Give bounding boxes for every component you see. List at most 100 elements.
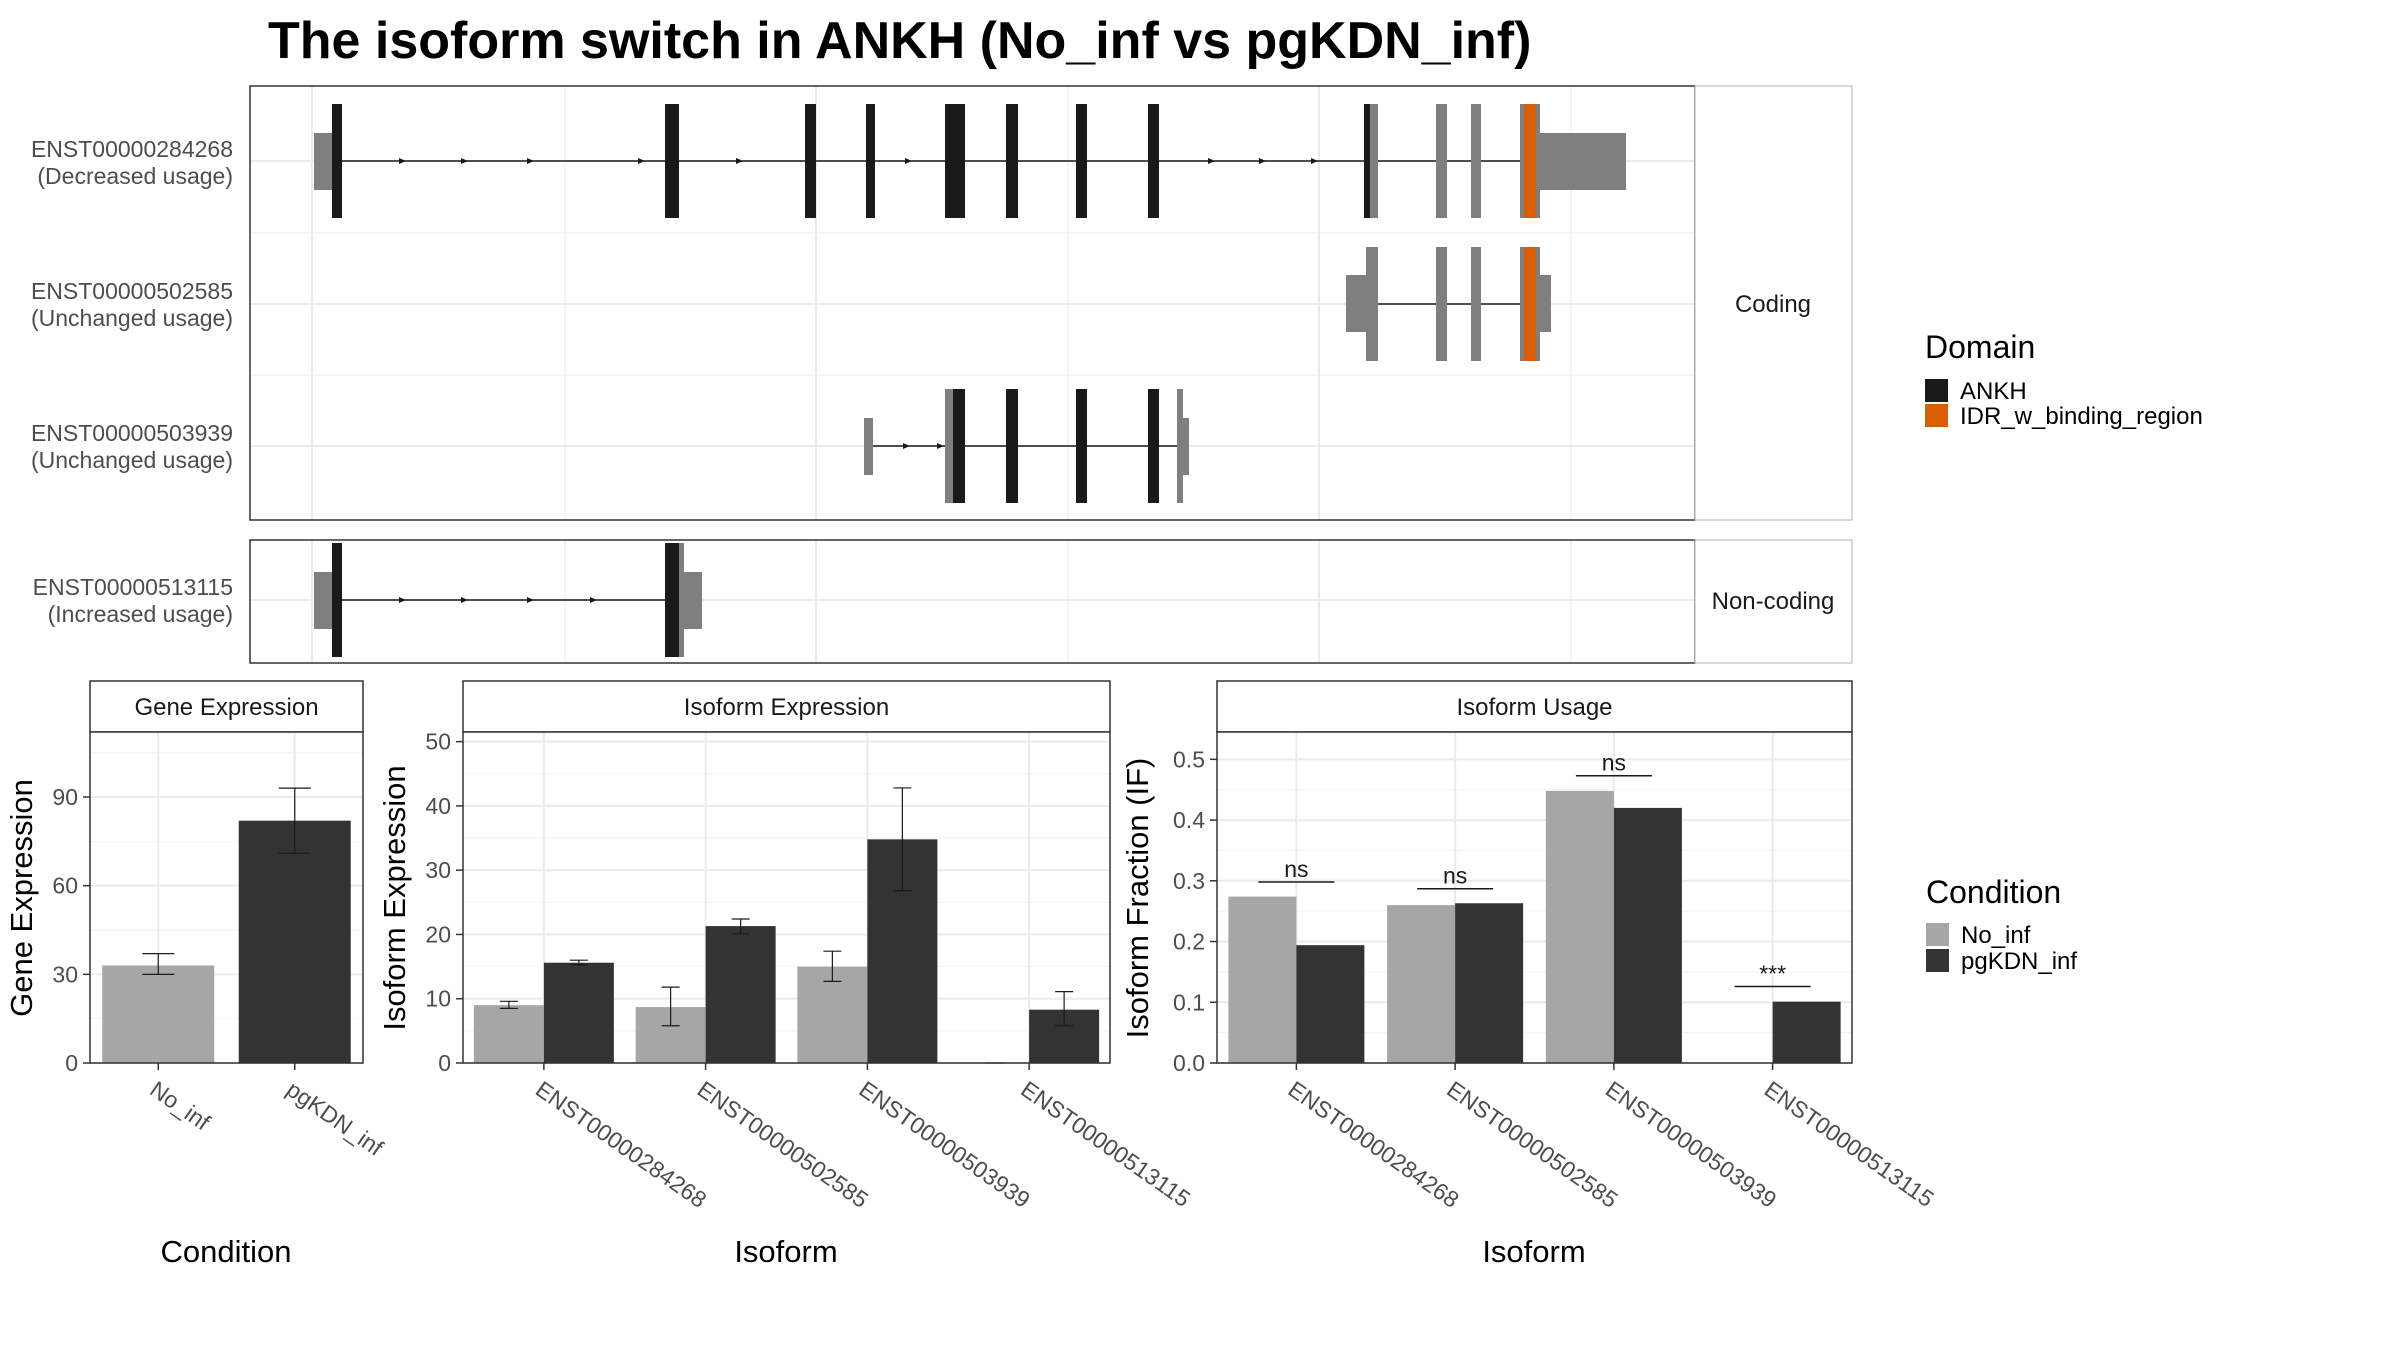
ankh-domain-exon: [665, 104, 679, 218]
isoform-id-label: ENST00000502585: [31, 278, 233, 304]
isoform-usage-label: (Decreased usage): [37, 163, 233, 189]
utr-exon: [1471, 247, 1481, 361]
intron-direction-arrows: [399, 158, 1318, 164]
y-tick-label: 40: [425, 793, 451, 819]
isoform-track-enst00000502585: [1346, 247, 1551, 361]
y-axis-title: Isoform Fraction (IF): [1120, 758, 1155, 1039]
utr-exon: [679, 543, 684, 657]
structure-coding-panel: [249, 85, 1696, 521]
isoform-usage-label: (Unchanged usage): [31, 305, 233, 331]
y-tick-label: 60: [52, 873, 78, 899]
panel-strip: [89, 680, 364, 733]
bar-no_inf: [1387, 905, 1456, 1063]
x-tick-label: ENST00000503939: [1601, 1076, 1781, 1213]
intron-direction-arrows: [903, 443, 944, 449]
bar-no_inf: [797, 966, 868, 1063]
condition-legend-label: No_inf: [1961, 922, 2031, 949]
utr-exon: [1436, 247, 1447, 361]
x-tick-label: No_inf: [145, 1076, 215, 1136]
panel-strip: [462, 680, 1111, 733]
figure-title: The isoform switch in ANKH (No_inf vs pg…: [268, 12, 1531, 70]
x-tick-label: ENST00000513115: [1760, 1076, 1939, 1212]
isoform-row-labels: ENST00000284268 (Decreased usage) ENST00…: [31, 136, 233, 627]
domain-legend-title: Domain: [1925, 329, 2035, 365]
isoform-track-enst00000503939: [864, 389, 1189, 503]
x-tick-label: ENST00000513115: [1016, 1076, 1195, 1212]
gene-expression-chart: Gene Expression 0 30 60 90 No_inf pgKDN_inf Con…: [4, 680, 389, 1269]
facet-strip-noncoding: Non-coding: [1694, 539, 1853, 664]
ankh-domain-exon: [332, 104, 342, 218]
x-axis-title: Isoform: [734, 1234, 837, 1269]
utr-exon: [1536, 104, 1540, 218]
utr-exon: [684, 572, 702, 629]
utr-exon: [1536, 247, 1540, 361]
y-axis-title: Isoform Expression: [377, 765, 412, 1030]
svg-text:Coding: Coding: [1735, 291, 1811, 318]
ankh-domain-exon: [866, 104, 875, 218]
significance-label: ns: [1443, 863, 1467, 889]
domain-legend-swatch-idr: [1925, 404, 1948, 427]
bar-pgkdn_inf: [1613, 807, 1682, 1063]
utr-exon: [1177, 389, 1183, 503]
x-tick-label: ENST00000503939: [855, 1076, 1035, 1213]
isoform-track-enst00000284268: [314, 104, 1626, 218]
condition-legend-swatch-pgkdn-inf: [1926, 949, 1949, 972]
utr-exon: [1346, 275, 1366, 332]
y-tick-label: 0.0: [1173, 1050, 1205, 1076]
y-tick-label: 50: [425, 729, 451, 755]
y-tick-label: 10: [425, 986, 451, 1012]
condition-legend-swatch-no-inf: [1926, 923, 1949, 946]
structure-noncoding-panel: [249, 539, 1696, 664]
bar-no_inf: [1545, 790, 1614, 1063]
y-tick-label: 30: [425, 857, 451, 883]
utr-exon: [1540, 133, 1626, 190]
ankh-domain-exon: [665, 543, 679, 657]
ankh-domain-exon: [945, 104, 965, 218]
utr-exon: [314, 572, 332, 629]
bar-pgkdn_inf: [705, 926, 776, 1063]
idr-domain-exon: [1524, 247, 1536, 361]
x-axis-title: Isoform: [1482, 1234, 1585, 1269]
domain-legend-label: ANKH: [1960, 378, 2027, 405]
ankh-domain-exon: [1364, 104, 1370, 218]
utr-exon: [945, 389, 953, 503]
ankh-domain-exon: [1076, 389, 1087, 503]
domain-legend: Domain ANKH IDR_w_binding_region: [1925, 329, 2203, 430]
condition-legend-title: Condition: [1926, 874, 2061, 910]
ankh-domain-exon: [805, 104, 816, 218]
bar-pgkdn_inf: [238, 820, 351, 1063]
bar-pgkdn_inf: [543, 962, 614, 1063]
facet-strip-coding: Coding: [1694, 85, 1853, 521]
utr-exon: [1520, 104, 1524, 218]
ankh-domain-exon: [1148, 389, 1159, 503]
svg-text:Non-coding: Non-coding: [1712, 588, 1835, 615]
utr-exon: [1520, 247, 1524, 361]
x-tick-label: pgKDN_inf: [282, 1076, 389, 1161]
isoform-usage-label: (Increased usage): [48, 601, 233, 627]
panel-strip-title: Isoform Usage: [1456, 694, 1612, 721]
y-tick-label: 0.1: [1173, 989, 1205, 1015]
bar-no_inf: [473, 1005, 544, 1063]
ankh-domain-exon: [953, 389, 965, 503]
x-tick-label: ENST00000284268: [1284, 1076, 1464, 1213]
panel-border: [1216, 731, 1853, 1064]
utr-exon: [1436, 104, 1447, 218]
y-tick-label: 0.2: [1173, 929, 1205, 955]
domain-legend-label: IDR_w_binding_region: [1960, 403, 2203, 430]
ankh-domain-exon: [1006, 104, 1018, 218]
utr-exon: [1370, 104, 1378, 218]
x-axis-title: Condition: [161, 1234, 292, 1269]
bar-no_inf: [1228, 896, 1297, 1063]
panel-strip-title: Isoform Expression: [684, 694, 889, 721]
significance-label: ***: [1759, 960, 1786, 986]
panel-border: [462, 731, 1111, 1064]
ankh-domain-exon: [1148, 104, 1159, 218]
panel-strip-title: Gene Expression: [134, 694, 318, 721]
isoform-id-label: ENST00000513115: [33, 574, 233, 600]
significance-label: ns: [1284, 856, 1308, 882]
ankh-domain-exon: [1076, 104, 1087, 218]
panel-border: [89, 731, 364, 1064]
isoform-usage-chart: Isoform Usage 0.0 0.1 0.2 0.3 0.4 0.5 ns ENST000…: [1120, 680, 1939, 1269]
y-tick-label: 0: [438, 1050, 451, 1076]
